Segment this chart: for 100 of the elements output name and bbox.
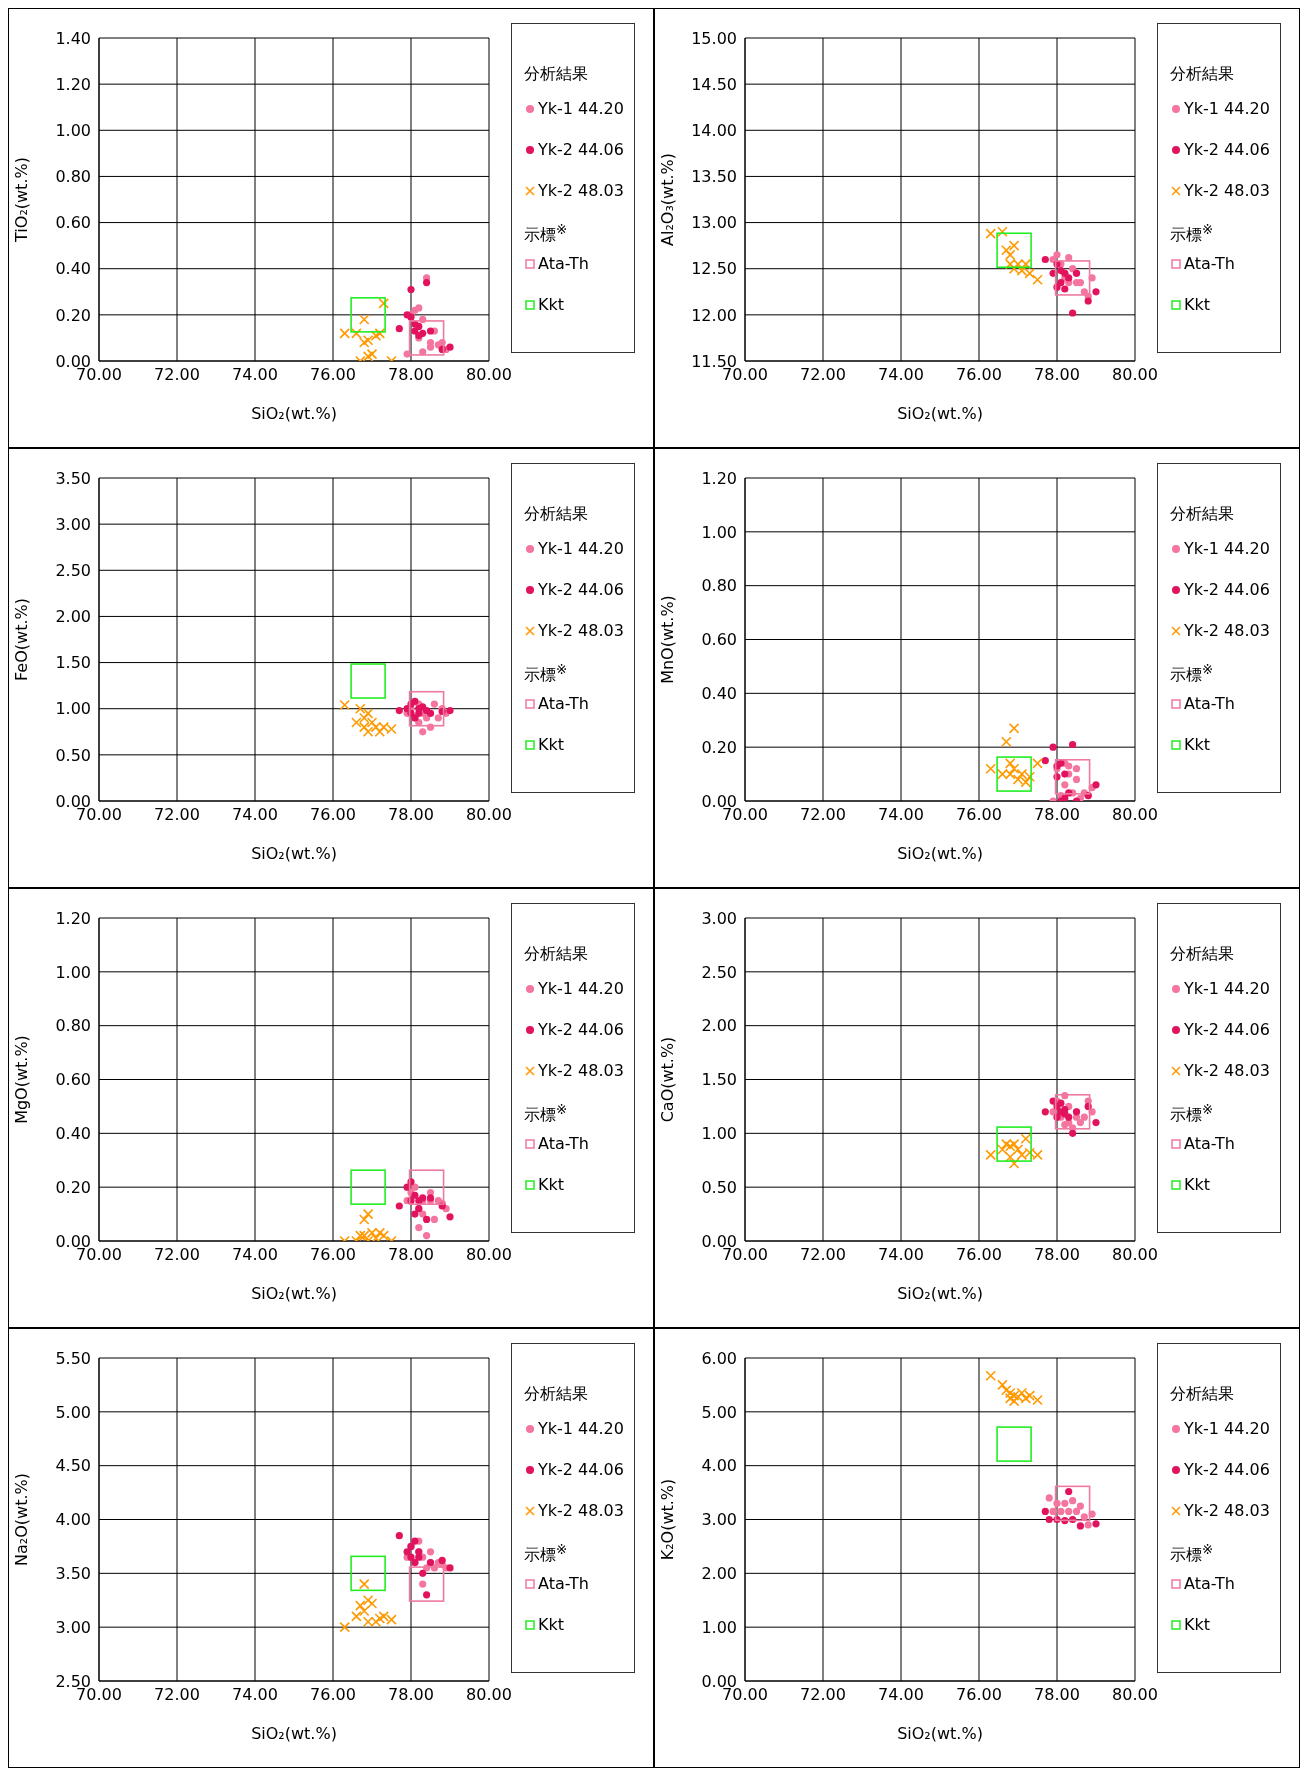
legend-label: Kkt	[538, 295, 565, 315]
legend-label: Kkt	[1184, 1175, 1211, 1195]
legend-label: Yk-1 44.20	[538, 99, 624, 118]
y-tick-label: 15.00	[691, 28, 737, 48]
x-tick-label: 76.00	[956, 1245, 1002, 1265]
legend-label: Yk-2 48.03	[1184, 1061, 1270, 1080]
x-tick-label: 76.00	[956, 805, 1002, 825]
y-tick-label: 0.20	[55, 305, 91, 325]
x-tick-label: 76.00	[956, 365, 1002, 385]
x-tick-label: 72.00	[154, 365, 200, 385]
text: 示標$^{※}$	[1170, 1102, 1215, 1127]
x-tick-label: 80.00	[1112, 1245, 1158, 1265]
y-axis-title: K₂O(wt.%)	[657, 1478, 677, 1561]
x-axis-title: SiO₂(wt.%)	[251, 1724, 337, 1743]
legend-label: Ata-Th	[538, 694, 589, 714]
y-tick-label: 2.50	[55, 560, 91, 580]
y-tick-label: 2.00	[55, 607, 91, 627]
y-tick-label: 0.50	[701, 1177, 737, 1197]
y-tick-label: 3.00	[701, 1510, 737, 1530]
y-tick-label: 5.50	[55, 1348, 91, 1368]
legend-label: Yk-1 44.20	[1184, 99, 1270, 118]
y-tick-label: 1.50	[701, 1070, 737, 1090]
y-tick-label: 0.40	[55, 259, 91, 279]
legend-title: 分析結果	[1170, 64, 1235, 85]
legend-label: Yk-2 48.03	[538, 621, 624, 640]
y-tick-label: 0.50	[55, 745, 91, 765]
y-tick-label: 1.00	[55, 699, 91, 719]
x-tick-label: 78.00	[388, 805, 434, 825]
x-tick-label: 74.00	[232, 1245, 278, 1265]
y-tick-label: 1.00	[701, 522, 737, 542]
legend-label: Yk-2 44.06	[538, 1460, 624, 1479]
y-tick-label: 6.00	[701, 1348, 737, 1368]
x-axis-title: SiO₂(wt.%)	[897, 404, 983, 423]
y-tick-label: 13.00	[691, 213, 737, 233]
legend-label: Yk-2 48.03	[538, 1061, 624, 1080]
x-tick-label: 74.00	[878, 365, 924, 385]
x-tick-label: 72.00	[154, 1685, 200, 1705]
x-tick-label: 74.00	[232, 1685, 278, 1705]
x-tick-label: 72.00	[800, 1245, 846, 1265]
y-axis-title: TiO₂(wt.%)	[11, 157, 31, 243]
x-tick-label: 76.00	[310, 1685, 356, 1705]
x-tick-label: 74.00	[878, 1685, 924, 1705]
y-tick-label: 0.80	[701, 576, 737, 596]
x-tick-label: 80.00	[466, 805, 512, 825]
y-tick-label: 1.00	[55, 120, 91, 140]
legend-label: Yk-2 44.06	[1184, 140, 1270, 159]
x-tick-label: 76.00	[956, 1685, 1002, 1705]
x-tick-label: 80.00	[466, 1245, 512, 1265]
y-tick-label: 0.20	[701, 737, 737, 757]
x-tick-label: 72.00	[154, 1245, 200, 1265]
y-tick-label: 2.00	[701, 1016, 737, 1036]
legend-title: 分析結果	[524, 1384, 589, 1405]
text: 示標$^{※}$	[524, 1102, 569, 1127]
legend-title: 分析結果	[1170, 504, 1235, 525]
y-tick-label: 4.00	[55, 1510, 91, 1530]
text: 示標$^{※}$	[1170, 1542, 1215, 1567]
y-tick-label: 3.50	[55, 1564, 91, 1584]
x-tick-label: 76.00	[310, 805, 356, 825]
x-tick-label: 72.00	[800, 365, 846, 385]
y-tick-label: 3.00	[55, 1617, 91, 1637]
y-tick-label: 3.00	[701, 908, 737, 928]
y-axis-title: MgO(wt.%)	[11, 1035, 31, 1124]
legend-label: Kkt	[538, 735, 565, 755]
y-tick-label: 1.20	[701, 468, 737, 488]
legend-title: 分析結果	[1170, 944, 1235, 965]
y-axis-title: MnO(wt.%)	[657, 595, 677, 684]
y-tick-label: 1.40	[55, 28, 91, 48]
y-tick-label: 5.00	[55, 1402, 91, 1422]
text: 示標$^{※}$	[1170, 662, 1215, 687]
x-axis-title: SiO₂(wt.%)	[897, 844, 983, 863]
legend-label: Kkt	[1184, 1615, 1211, 1635]
y-tick-label: 12.00	[691, 305, 737, 325]
legend-label: Yk-1 44.20	[1184, 1419, 1270, 1438]
legend-label: Yk-2 48.03	[1184, 1501, 1270, 1520]
x-tick-label: 76.00	[310, 365, 356, 385]
y-tick-label: 4.00	[701, 1456, 737, 1476]
x-tick-label: 78.00	[1034, 1245, 1080, 1265]
y-tick-label: 4.50	[55, 1456, 91, 1476]
y-tick-label: 14.00	[691, 120, 737, 140]
x-axis-title: SiO₂(wt.%)	[251, 844, 337, 863]
x-tick-label: 74.00	[232, 805, 278, 825]
legend-label: Kkt	[538, 1175, 565, 1195]
text: 示標$^{※}$	[524, 1542, 569, 1567]
y-tick-label: 0.40	[55, 1124, 91, 1144]
legend-label: Ata-Th	[1184, 1574, 1235, 1594]
x-tick-label: 80.00	[1112, 1685, 1158, 1705]
text: 示標$^{※}$	[1170, 222, 1215, 247]
legend-label: Ata-Th	[538, 254, 589, 274]
y-tick-label: 12.50	[691, 259, 737, 279]
y-tick-label: 2.50	[701, 962, 737, 982]
legend-label: Yk-2 44.06	[538, 1020, 624, 1039]
x-tick-label: 74.00	[878, 805, 924, 825]
x-tick-label: 80.00	[1112, 805, 1158, 825]
x-tick-label: 80.00	[466, 1685, 512, 1705]
x-tick-label: 72.00	[154, 805, 200, 825]
y-tick-label: 13.50	[691, 167, 737, 187]
y-tick-label: 0.20	[55, 1177, 91, 1197]
legend-label: Yk-2 44.06	[1184, 1460, 1270, 1479]
legend-label: Yk-2 44.06	[538, 140, 624, 159]
legend-label: Yk-1 44.20	[1184, 979, 1270, 998]
